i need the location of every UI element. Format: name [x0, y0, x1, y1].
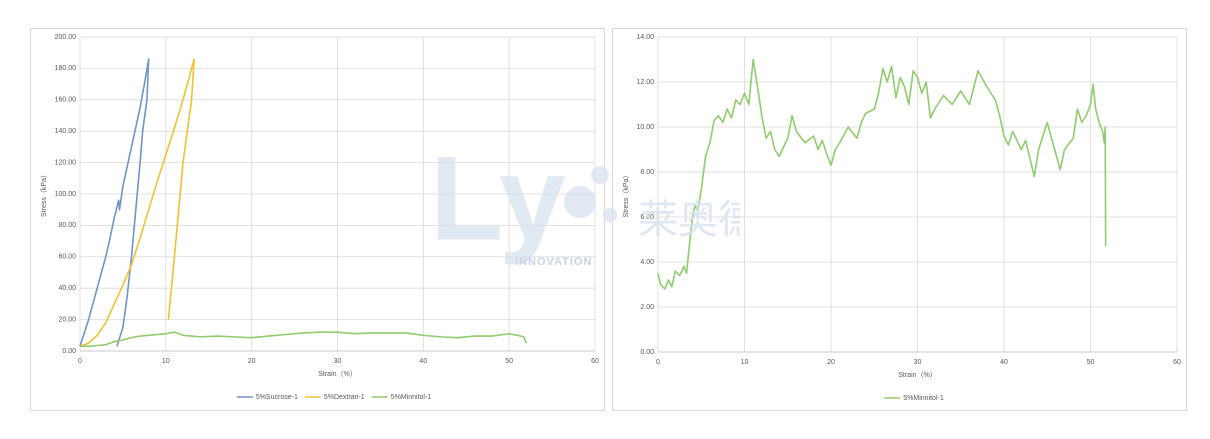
data-line — [657, 58, 1107, 290]
x-tick-label: 30 — [334, 358, 342, 365]
y-axis-label: Stress（kPa） — [622, 172, 630, 218]
y-tick-label: 100.00 — [55, 191, 77, 198]
y-tick-label: 10.00 — [636, 124, 654, 131]
x-axis-label: Strain（%） — [318, 370, 357, 378]
x-tick-label: 60 — [1173, 359, 1181, 366]
y-tick-label: 8.00 — [640, 169, 654, 176]
y-tick-label: 12.00 — [636, 79, 654, 86]
data-line — [79, 58, 195, 348]
x-tick-label: 50 — [505, 358, 513, 365]
y-tick-label: 180.00 — [55, 65, 77, 72]
x-tick-label: 0 — [656, 359, 660, 366]
y-tick-label: 4.00 — [640, 259, 654, 266]
x-tick-label: 60 — [591, 358, 599, 365]
y-tick-label: 160.00 — [55, 97, 77, 104]
chart-panel: 0.00 2.00 4.00 6.00 8.00 10.00 12.00 14.00 0 10 20… — [612, 28, 1187, 411]
data-line — [79, 58, 150, 347]
legend-label: 5%Dextran-1 — [324, 394, 365, 401]
data-line — [80, 331, 528, 348]
y-tick-label: 60.00 — [58, 254, 76, 261]
legend-label: 5%Minnitol-1 — [903, 395, 944, 402]
legend: 5%Sucrose-1 5%Dextran-1 5%Minnitol-1 — [236, 394, 432, 401]
y-tick-label: 40.00 — [58, 285, 76, 292]
y-tick-label: 0.00 — [640, 349, 654, 356]
legend-label: 5%Sucrose-1 — [256, 394, 298, 401]
y-axis-label: Stress（kPa） — [40, 171, 48, 217]
y-tick-label: 14.00 — [636, 34, 654, 41]
legend-label: 5%Minnitol-1 — [391, 394, 432, 401]
x-tick-label: 50 — [1087, 359, 1095, 366]
y-tick-label: 120.00 — [55, 159, 77, 166]
y-tick-label: 20.00 — [58, 316, 76, 323]
panel-border — [612, 28, 1187, 411]
panel-border — [30, 28, 605, 411]
x-tick-label: 0 — [78, 358, 82, 365]
legend: 5%Minnitol-1 — [884, 395, 944, 402]
y-tick-label: 200.00 — [55, 34, 77, 41]
x-tick-label: 20 — [248, 358, 256, 365]
x-tick-label: 30 — [914, 359, 922, 366]
y-tick-label: 140.00 — [55, 128, 77, 135]
y-tick-label: 0.00 — [62, 348, 76, 355]
y-tick-label: 2.00 — [640, 304, 654, 311]
y-tick-label: 6.00 — [640, 214, 654, 221]
x-tick-label: 10 — [741, 359, 749, 366]
x-tick-label: 20 — [827, 359, 835, 366]
chart-panel: 0.00 20.00 40.00 60.00 80.00 100.00 120.00 140.… — [30, 28, 605, 411]
x-tick-label: 10 — [162, 358, 170, 365]
x-tick-label: 40 — [1000, 359, 1008, 366]
x-tick-label: 40 — [419, 358, 427, 365]
y-tick-label: 80.00 — [58, 222, 76, 229]
x-axis-label: Strain（%） — [898, 371, 937, 379]
